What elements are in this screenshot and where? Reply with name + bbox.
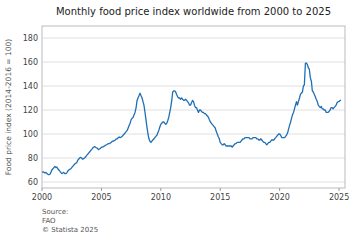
x-tick-label: 2010 [151,193,171,202]
y-axis-label: Food price index (2014-2016 = 100) [4,39,13,175]
x-tick [160,188,161,191]
y-tick-label: 120 [23,106,38,115]
grid-line [42,38,345,39]
chart: Monthly food price index worldwide from … [0,0,355,252]
grid-line [42,158,345,159]
y-tick-label: 140 [23,82,38,91]
series [42,63,341,175]
line [42,63,341,175]
x-tick [101,188,102,191]
source-text: Source:FAO© Statista 2025 [42,208,98,234]
y-tick-label: 180 [23,34,38,43]
title: Monthly food price index worldwide from … [56,6,331,17]
grid-line [42,182,345,183]
x-tick [339,188,340,191]
grid-line [42,134,345,135]
grid-line [42,110,345,111]
x-tick-label: 2015 [210,193,230,202]
x-tick-label: 2000 [32,193,52,202]
x-tick [220,188,221,191]
y-tick-label: 60 [28,178,38,187]
x-tick [279,188,280,191]
x-tick-label: 2025 [329,193,349,202]
x-tick [42,188,43,191]
grid-line [42,86,345,87]
x-tick-label: 2020 [269,193,289,202]
y-tick-label: 80 [28,154,38,163]
grid-line [42,62,345,63]
y-tick-label: 100 [23,130,38,139]
grid [42,38,345,182]
x-tick-label: 2005 [91,193,111,202]
y-tick-label: 160 [23,58,38,67]
plot-frame [42,26,345,188]
